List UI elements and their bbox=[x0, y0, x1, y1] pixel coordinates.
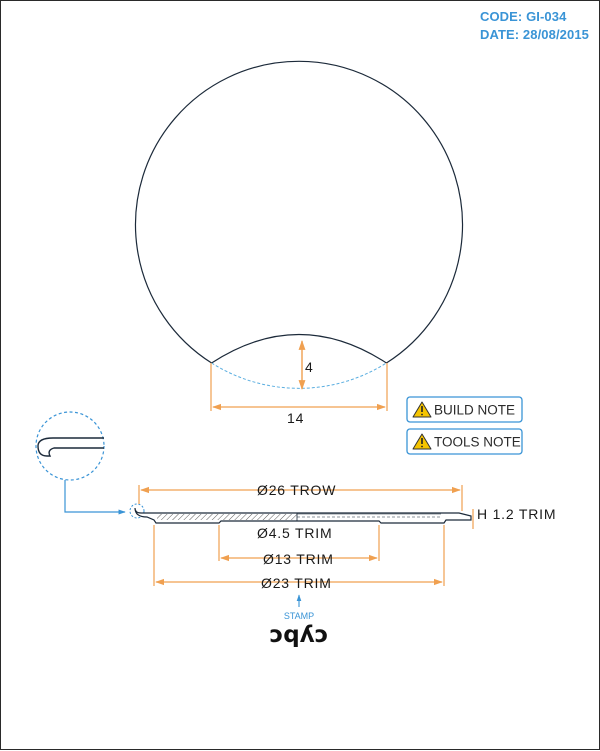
inner-diameter-small-dimension: Ø4.5 TRIM bbox=[218, 525, 380, 561]
profile-hatch bbox=[157, 514, 297, 520]
title-block: CODE: GI-034 DATE: 28/08/2015 bbox=[480, 8, 589, 44]
inner-diameter-large-label: Ø23 TRIM bbox=[261, 575, 332, 591]
inner-diameter-mid-label: Ø13 TRIM bbox=[263, 551, 334, 567]
stamp: STAMP ɔqʎɔ bbox=[270, 594, 329, 648]
outer-diameter-label: Ø26 TROW bbox=[257, 482, 336, 498]
cap-height-dimension: 4 bbox=[298, 340, 314, 390]
tools-note-label: TOOLS NOTE bbox=[434, 435, 521, 450]
warning-triangle-icon bbox=[412, 401, 432, 418]
side-profile bbox=[134, 507, 472, 524]
inner-diameter-large-dimension: Ø23 TRIM bbox=[153, 525, 445, 591]
tools-note[interactable]: TOOLS NOTE bbox=[406, 428, 523, 455]
drawing-code: CODE: GI-034 bbox=[479, 9, 567, 24]
cap-width-label: 14 bbox=[287, 410, 304, 426]
height-label: H 1.2 TRIM bbox=[477, 506, 556, 522]
height-dimension: H 1.2 TRIM bbox=[472, 506, 556, 529]
cap-height-label: 4 bbox=[305, 359, 314, 375]
sphere-top-view bbox=[134, 60, 464, 389]
inner-diameter-mid-dimension: Ø13 TRIM bbox=[220, 551, 378, 567]
drawing-date: DATE: 28/08/2015 bbox=[479, 27, 589, 42]
warning-triangle-icon bbox=[412, 433, 432, 450]
cap-cut-arc bbox=[211, 334, 387, 364]
detail-callout bbox=[35, 411, 145, 519]
cap-width-dimension: 14 bbox=[210, 363, 388, 426]
build-note[interactable]: BUILD NOTE bbox=[406, 396, 523, 423]
outer-diameter-dimension: Ø26 TROW bbox=[138, 482, 463, 511]
cap-hidden-arc bbox=[211, 362, 387, 389]
inner-diameter-small-label: Ø4.5 TRIM bbox=[257, 525, 332, 541]
stamp-label: STAMP bbox=[284, 611, 314, 621]
stamp-text: ɔqʎɔ bbox=[270, 622, 329, 648]
detail-profile bbox=[37, 437, 104, 457]
build-note-label: BUILD NOTE bbox=[434, 403, 515, 418]
sphere-outline bbox=[134, 60, 464, 364]
